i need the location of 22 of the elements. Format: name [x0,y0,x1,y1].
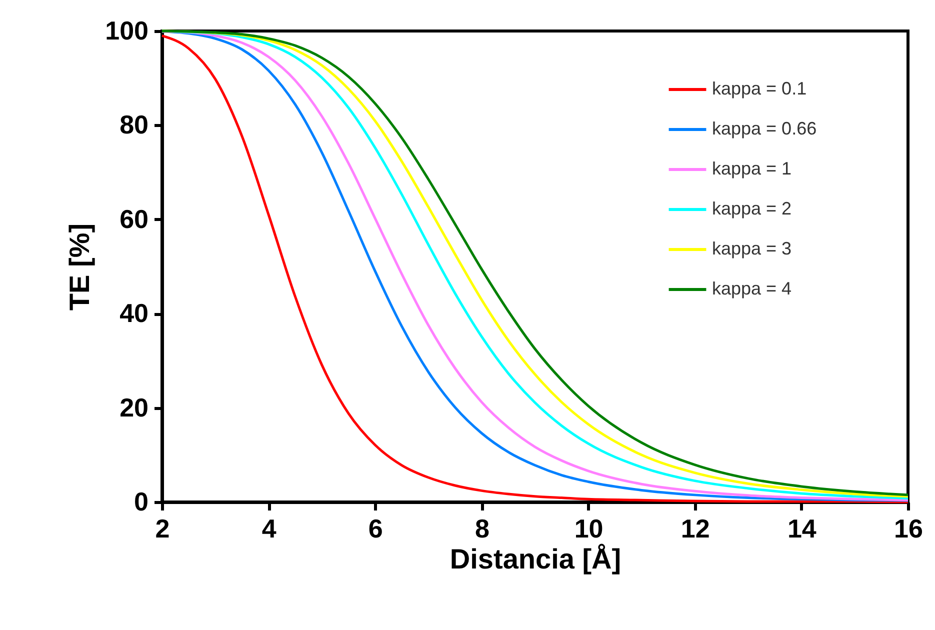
legend-label: kappa = 4 [712,278,792,298]
y-tick-label: 40 [120,298,148,328]
x-tick-label: 6 [368,514,383,544]
y-axis-title: TE [%] [64,223,96,311]
legend-label: kappa = 1 [712,158,792,178]
y-tick-label: 0 [134,486,148,516]
legend-label: kappa = 3 [712,238,792,258]
x-tick-label: 10 [574,514,604,544]
x-tick-label: 8 [474,514,490,544]
legend-label: kappa = 0.66 [712,118,817,138]
x-tick-label: 4 [262,514,277,544]
y-tick-label: 60 [120,204,148,234]
y-tick-label: 20 [120,392,148,422]
x-tick-label: 2 [155,514,170,544]
x-axis-title: Distancia [Å] [450,544,622,574]
x-tick-label: 14 [787,514,817,544]
y-tick-label: 80 [120,110,148,140]
y-tick-label: 100 [105,16,148,46]
x-tick-label: 12 [680,514,710,544]
x-tick-label: 16 [894,514,923,544]
legend-label: kappa = 0.1 [712,78,807,98]
legend-label: kappa = 2 [712,198,792,218]
